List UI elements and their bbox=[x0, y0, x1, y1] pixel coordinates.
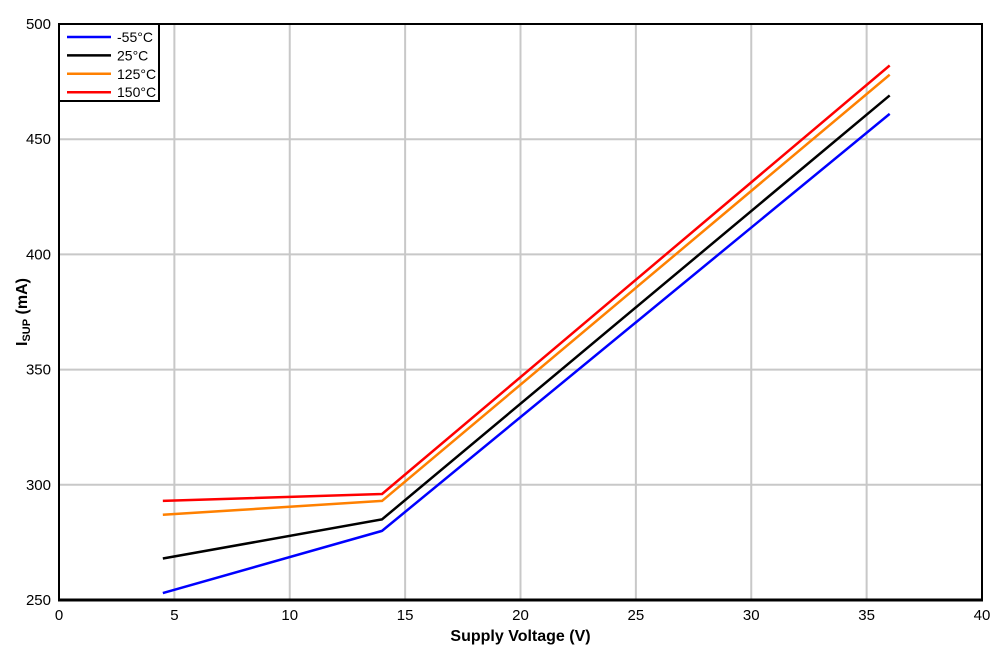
series-line-3 bbox=[162, 64, 891, 503]
x-tick-label: 20 bbox=[512, 607, 529, 624]
y-tick-label: 350 bbox=[26, 362, 51, 379]
x-axis-title: Supply Voltage (V) bbox=[450, 628, 590, 645]
legend-label-3: 150°C bbox=[117, 84, 156, 100]
legend: -55°C 25°C 125°C 150°C bbox=[58, 23, 160, 102]
series-line-1 bbox=[162, 94, 891, 560]
y-tick-label: 450 bbox=[26, 131, 51, 148]
x-tick-label: 10 bbox=[281, 607, 298, 624]
x-tick-label: 0 bbox=[55, 607, 63, 624]
x-tick-label: 25 bbox=[628, 607, 645, 624]
y-axis-title: ISUP (mA) bbox=[14, 278, 33, 346]
series-line-0 bbox=[162, 112, 891, 595]
legend-label-1: 25°C bbox=[117, 47, 148, 63]
legend-label-2: 125°C bbox=[117, 66, 156, 82]
x-tick-label: 35 bbox=[858, 607, 875, 624]
x-tick-label: 30 bbox=[743, 607, 760, 624]
y-tick-label: 250 bbox=[26, 592, 51, 609]
x-tick-label: 15 bbox=[397, 607, 414, 624]
legend-label-0: -55°C bbox=[117, 29, 153, 45]
x-tick-label: 40 bbox=[974, 607, 991, 624]
x-tick-label: 5 bbox=[170, 607, 178, 624]
y-tick-label: 300 bbox=[26, 477, 51, 494]
y-tick-label: 400 bbox=[26, 246, 51, 263]
series-line-2 bbox=[162, 73, 891, 516]
y-tick-label: 500 bbox=[26, 16, 51, 33]
